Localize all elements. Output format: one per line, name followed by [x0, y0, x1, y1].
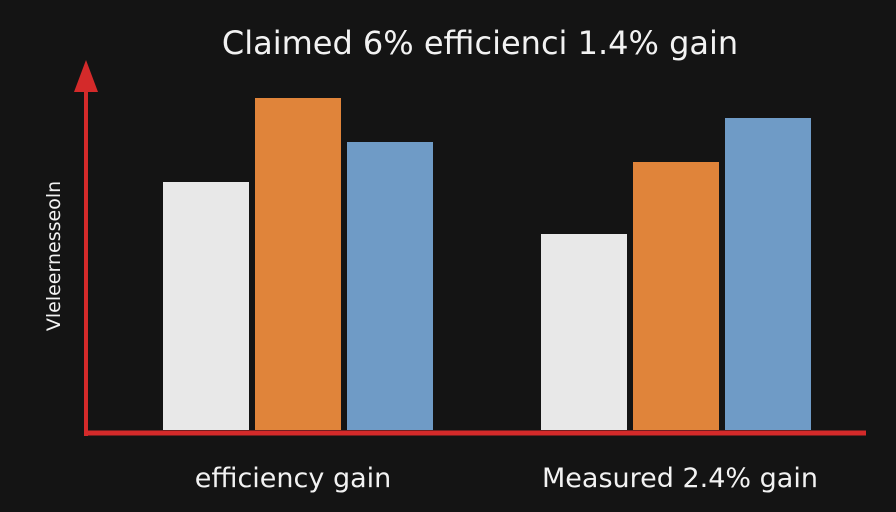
bar-0-0 [163, 182, 249, 430]
bar-0-1 [255, 98, 341, 430]
chart-title: Claimed 6% efficienci 1.4% gain [222, 24, 738, 62]
bar-0-2 [347, 142, 433, 430]
bar-1-1 [633, 162, 719, 430]
bar-1-0 [541, 234, 627, 430]
category-label-1: Measured 2.4% gain [542, 463, 818, 494]
bars-group [163, 98, 811, 430]
bar-1-2 [725, 118, 811, 430]
category-label-0: efficiency gain [195, 463, 392, 494]
y-axis-arrowhead [74, 60, 98, 92]
y-axis-label: Vleleernesseoln [43, 181, 65, 331]
